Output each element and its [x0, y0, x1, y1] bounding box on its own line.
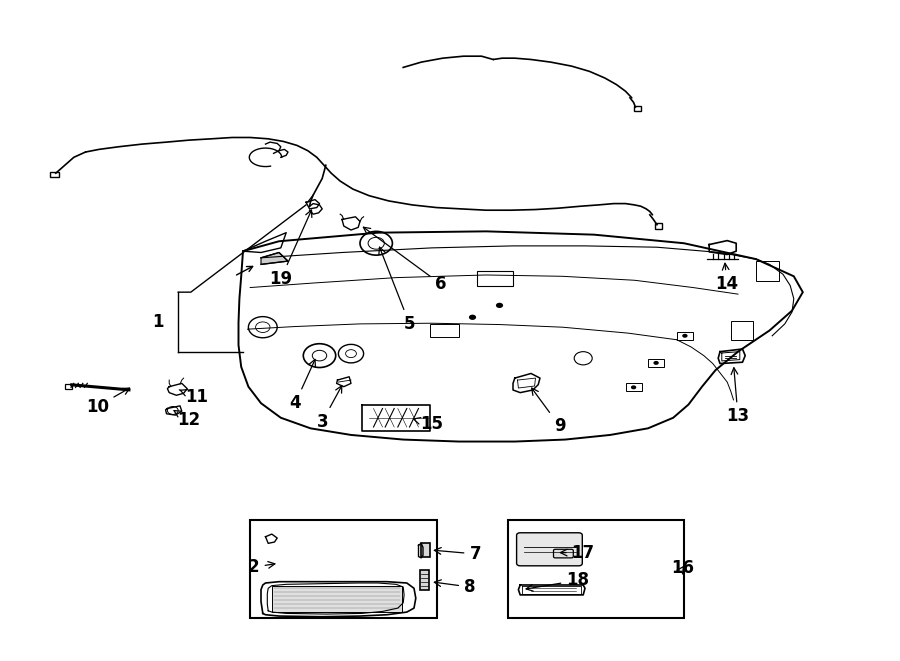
Circle shape — [653, 361, 659, 365]
Bar — [677, 332, 693, 340]
Text: 1: 1 — [152, 313, 163, 331]
Bar — [420, 570, 429, 590]
Text: 7: 7 — [435, 545, 481, 563]
Circle shape — [631, 385, 636, 389]
Bar — [731, 321, 753, 340]
Text: 2: 2 — [248, 558, 274, 576]
Text: 9: 9 — [532, 388, 565, 436]
FancyBboxPatch shape — [517, 533, 582, 566]
Text: 8: 8 — [435, 578, 475, 596]
Bar — [626, 383, 642, 391]
Text: 19: 19 — [269, 210, 311, 288]
Polygon shape — [261, 253, 288, 264]
Bar — [655, 223, 662, 229]
Text: 13: 13 — [726, 368, 750, 426]
Text: 11: 11 — [179, 387, 208, 406]
Bar — [50, 172, 58, 177]
Bar — [648, 359, 664, 367]
Text: 3: 3 — [317, 386, 342, 431]
Bar — [65, 384, 72, 389]
Text: 15: 15 — [413, 415, 444, 434]
Bar — [421, 543, 430, 557]
Text: 17: 17 — [561, 543, 595, 562]
Text: 10: 10 — [86, 388, 130, 416]
Text: 4: 4 — [290, 360, 315, 412]
Bar — [250, 520, 437, 618]
Text: 16: 16 — [670, 559, 694, 578]
Text: 18: 18 — [526, 571, 590, 591]
Bar — [477, 271, 513, 286]
Bar — [634, 106, 641, 111]
Bar — [272, 586, 402, 612]
Bar — [430, 324, 459, 337]
Bar — [756, 261, 778, 281]
Text: 14: 14 — [716, 263, 739, 293]
Text: 6: 6 — [364, 227, 446, 293]
FancyBboxPatch shape — [554, 549, 573, 558]
Text: 5: 5 — [379, 247, 415, 333]
Circle shape — [496, 303, 503, 308]
Bar — [508, 520, 684, 618]
Circle shape — [682, 334, 688, 338]
Text: 12: 12 — [174, 410, 201, 429]
Circle shape — [469, 315, 476, 320]
